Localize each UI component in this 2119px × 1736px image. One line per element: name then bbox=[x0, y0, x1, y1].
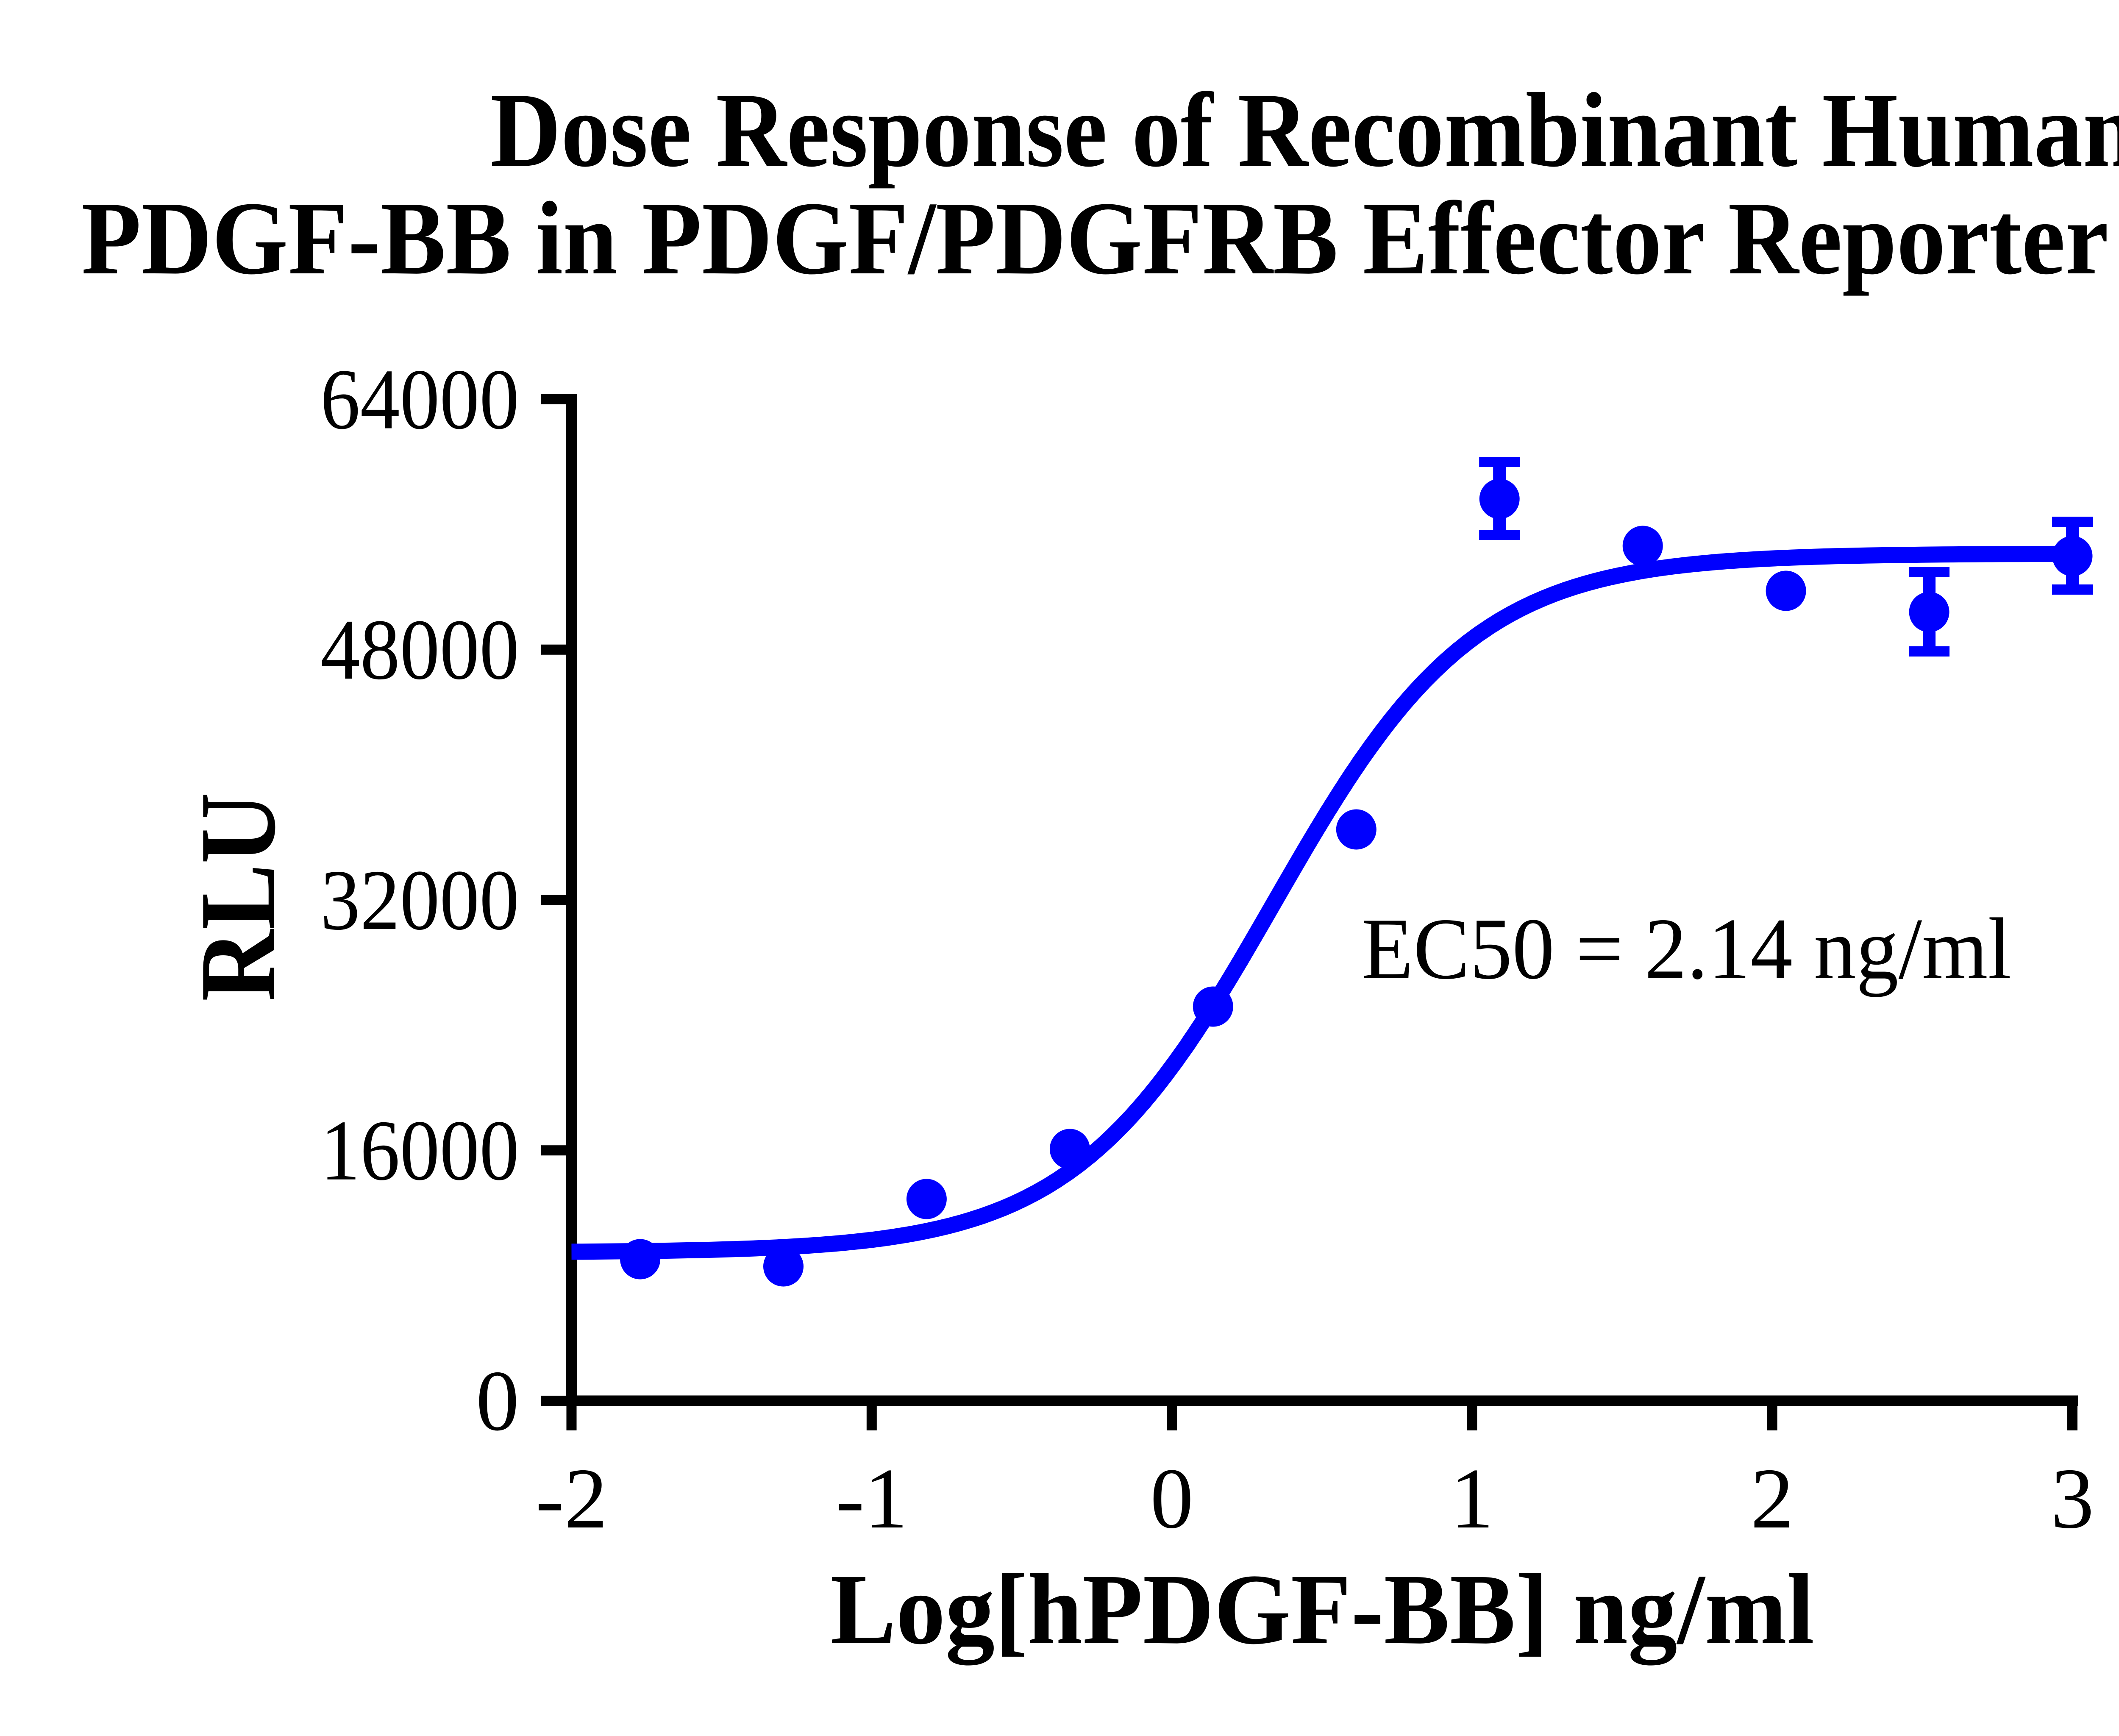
svg-text:1: 1 bbox=[1450, 1451, 1493, 1547]
svg-text:0: 0 bbox=[476, 1353, 519, 1449]
svg-text:PDGF-BB in PDGF/PDGFRB Effecto: PDGF-BB in PDGF/PDGFRB Effector Reporter… bbox=[81, 172, 2119, 296]
svg-text:EC50 = 2.14 ng/ml: EC50 = 2.14 ng/ml bbox=[1362, 900, 2011, 997]
svg-text:48000: 48000 bbox=[320, 602, 519, 698]
svg-text:-1: -1 bbox=[836, 1451, 908, 1547]
svg-text:Log[hPDGF-BB] ng/ml: Log[hPDGF-BB] ng/ml bbox=[830, 1554, 1814, 1665]
svg-text:32000: 32000 bbox=[320, 852, 519, 948]
svg-text:3: 3 bbox=[2051, 1451, 2094, 1547]
svg-text:-2: -2 bbox=[536, 1451, 608, 1547]
svg-text:2: 2 bbox=[1751, 1451, 1794, 1547]
svg-text:Dose Response of Recombinant H: Dose Response of Recombinant Human bbox=[490, 71, 2119, 189]
svg-text:16000: 16000 bbox=[320, 1103, 519, 1199]
svg-text:64000: 64000 bbox=[320, 352, 519, 448]
svg-text:0: 0 bbox=[1150, 1451, 1193, 1547]
svg-text:RLU: RLU bbox=[178, 793, 298, 1002]
